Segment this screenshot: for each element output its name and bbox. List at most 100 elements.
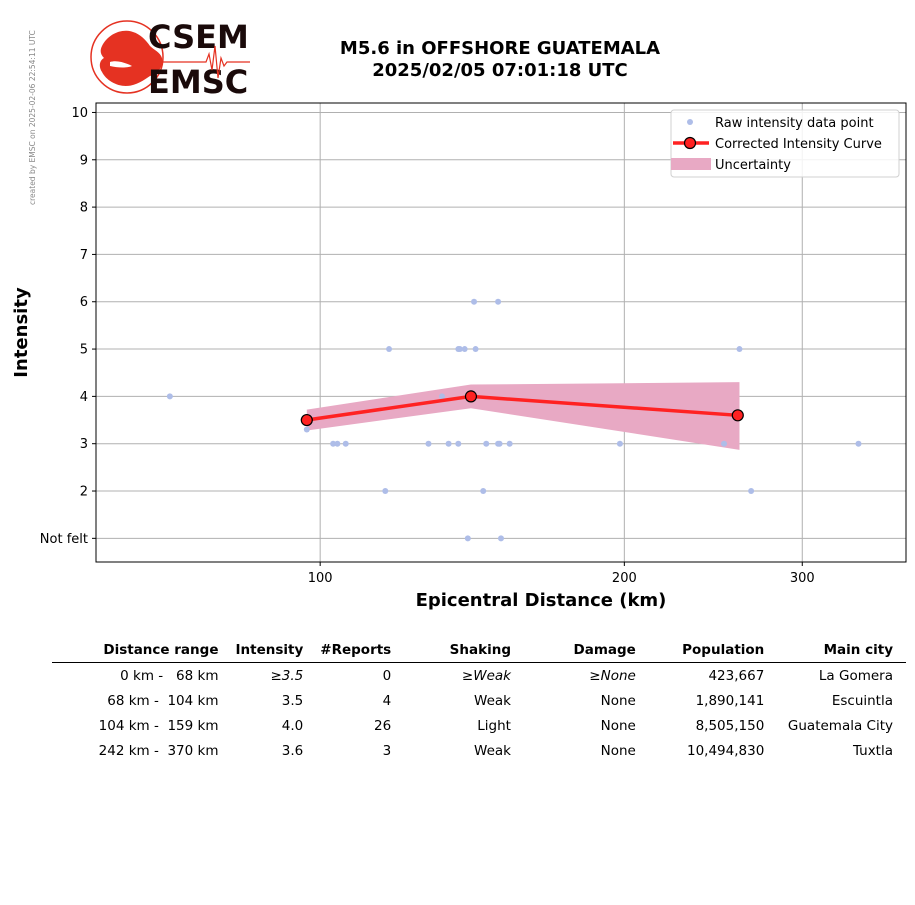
table-header-row: Distance range Intensity #Reports Shakin… bbox=[52, 640, 906, 663]
y-tick-label: 10 bbox=[71, 106, 88, 121]
cell-reports: 3 bbox=[382, 742, 392, 759]
table-row: 242 km - 370 km 3.6 3 Weak None 10,494,8… bbox=[52, 738, 906, 763]
raw-data-point bbox=[748, 488, 755, 495]
logo-bottom-text: EMSC bbox=[148, 63, 248, 100]
legend-curve-label: Corrected Intensity Curve bbox=[715, 137, 882, 152]
legend-uncertainty-label: Uncertainty bbox=[715, 158, 791, 173]
raw-data-point bbox=[456, 346, 463, 353]
raw-data-point bbox=[495, 298, 502, 305]
raw-data-point bbox=[382, 488, 389, 495]
logo-map-gap bbox=[110, 61, 132, 68]
raw-data-point bbox=[736, 346, 743, 353]
y-tick-label: 4 bbox=[80, 390, 88, 405]
intensity-chart: Not felt 2 3 4 5 6 7 8 9 10 100 200 300 Epicentral Di… bbox=[11, 102, 907, 611]
header-intensity: Intensity bbox=[231, 640, 317, 663]
cell-damage: None bbox=[600, 692, 636, 709]
y-tick-label: 2 bbox=[80, 485, 88, 500]
raw-points-layer bbox=[166, 298, 862, 542]
header-damage: Damage bbox=[523, 640, 649, 663]
cell-city: Guatemala City bbox=[787, 717, 893, 734]
cell-intensity: 4.0 bbox=[281, 717, 304, 734]
raw-data-point bbox=[461, 346, 468, 353]
cell-intensity: 3.5 bbox=[281, 692, 304, 709]
raw-data-point bbox=[330, 440, 337, 447]
raw-data-point bbox=[506, 440, 513, 447]
legend-raw-swatch bbox=[687, 119, 693, 125]
title-line2: 2025/02/05 07:01:18 UTC bbox=[372, 60, 628, 81]
cell-population: 423,667 bbox=[708, 667, 765, 684]
y-tick-label: 8 bbox=[80, 201, 88, 216]
y-tick-label: 9 bbox=[80, 153, 88, 168]
cell-range: 68 km - 104 km bbox=[107, 692, 219, 709]
cell-damage: ≥None bbox=[589, 667, 636, 684]
axis-layer: Not felt 2 3 4 5 6 7 8 9 10 100 200 300 Epicentral Di… bbox=[11, 102, 907, 611]
cell-range: 104 km - 159 km bbox=[98, 717, 219, 734]
cell-intensity: 3.6 bbox=[281, 742, 304, 759]
legend-raw-label: Raw intensity data point bbox=[715, 116, 874, 131]
curve-marker bbox=[464, 390, 478, 403]
legend-box bbox=[670, 109, 900, 178]
raw-data-point bbox=[166, 393, 173, 400]
cell-city: La Gomera bbox=[818, 667, 893, 684]
cell-shaking: ≥Weak bbox=[461, 667, 511, 684]
csem-emsc-logo: CSEM EMSC bbox=[90, 18, 250, 100]
y-axis-label: Intensity bbox=[11, 287, 32, 378]
raw-data-point bbox=[386, 346, 393, 353]
legend-uncertainty-swatch bbox=[671, 158, 711, 170]
legend: Raw intensity data point Corrected Intens… bbox=[670, 109, 900, 178]
cell-city: Tuxtla bbox=[852, 742, 893, 759]
cell-reports: 26 bbox=[374, 717, 392, 734]
raw-data-point bbox=[334, 440, 341, 447]
table-row: 68 km - 104 km 3.5 4 Weak None 1,890,141… bbox=[52, 688, 906, 713]
x-tick-label: 100 bbox=[308, 571, 333, 586]
y-tick-label: 6 bbox=[80, 295, 88, 310]
table-row: 0 km - 68 km ≥3.5 0 ≥Weak ≥None 423,667 … bbox=[52, 663, 906, 689]
curve-marker bbox=[300, 413, 313, 427]
cell-reports: 4 bbox=[382, 692, 392, 709]
raw-data-point bbox=[303, 426, 310, 433]
curve-layer bbox=[300, 390, 744, 427]
title-line1: M5.6 in OFFSHORE GUATEMALA bbox=[339, 38, 661, 59]
raw-data-point bbox=[425, 440, 432, 447]
header-distance-range: Distance range bbox=[52, 640, 232, 663]
cell-population: 1,890,141 bbox=[695, 692, 765, 709]
chart-title: M5.6 in OFFSHORE GUATEMALA 2025/02/05 07… bbox=[300, 38, 700, 82]
header-reports: #Reports bbox=[316, 640, 405, 663]
y-tick-label: 5 bbox=[80, 343, 88, 358]
cell-city: Escuintla bbox=[831, 692, 893, 709]
raw-data-point bbox=[464, 535, 471, 542]
y-tick-label: 7 bbox=[80, 248, 88, 263]
raw-data-point bbox=[438, 393, 445, 400]
curve-marker bbox=[731, 409, 744, 422]
x-axis-label: Epicentral Distance (km) bbox=[416, 590, 667, 611]
cell-intensity: ≥3.5 bbox=[270, 667, 304, 684]
raw-data-point bbox=[455, 440, 462, 447]
cell-population: 8,505,150 bbox=[695, 717, 765, 734]
header-shaking: Shaking bbox=[404, 640, 524, 663]
x-tick-label: 200 bbox=[612, 571, 637, 586]
logo-top-text: CSEM bbox=[148, 18, 249, 56]
raw-data-point bbox=[721, 440, 728, 447]
legend-curve-marker bbox=[683, 136, 697, 150]
raw-data-point bbox=[616, 440, 623, 447]
uncertainty-band bbox=[306, 382, 740, 450]
cell-range: 242 km - 370 km bbox=[98, 742, 219, 759]
raw-data-point bbox=[483, 440, 490, 447]
raw-data-point bbox=[498, 535, 505, 542]
cell-damage: None bbox=[600, 717, 636, 734]
cell-reports: 0 bbox=[382, 667, 392, 684]
logo-map-shape bbox=[99, 30, 163, 86]
cell-population: 10,494,830 bbox=[687, 742, 765, 759]
table-row: 104 km - 159 km 4.0 26 Light None 8,505,… bbox=[52, 713, 906, 738]
cell-shaking: Weak bbox=[474, 692, 511, 709]
header-population: Population bbox=[648, 640, 778, 663]
cell-damage: None bbox=[600, 742, 636, 759]
plot-frame bbox=[95, 102, 907, 563]
uncertainty-layer bbox=[306, 382, 740, 450]
raw-data-point bbox=[480, 488, 487, 495]
raw-data-point bbox=[496, 440, 503, 447]
raw-data-point bbox=[471, 298, 478, 305]
y-tick-label: 3 bbox=[80, 437, 88, 452]
raw-data-point bbox=[342, 440, 349, 447]
cell-shaking: Weak bbox=[474, 742, 511, 759]
